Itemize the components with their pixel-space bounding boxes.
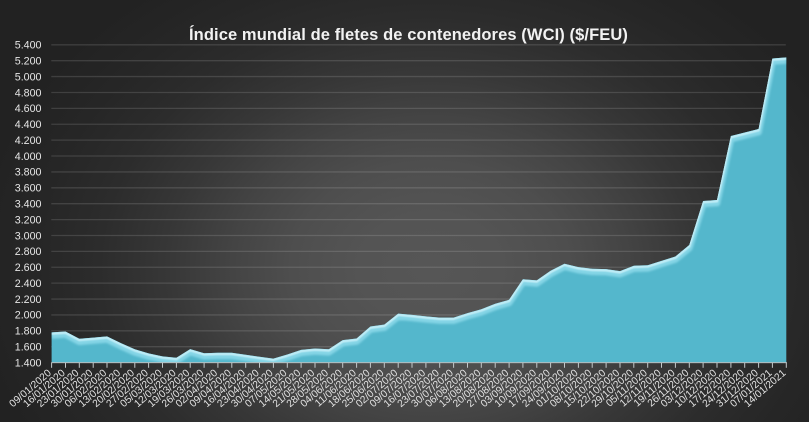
- svg-text:3.200: 3.200: [15, 214, 42, 226]
- svg-text:3.600: 3.600: [15, 183, 42, 195]
- svg-text:5.400: 5.400: [15, 40, 42, 52]
- svg-text:5.000: 5.000: [15, 71, 42, 83]
- svg-text:Índice mundial de fletes de co: Índice mundial de fletes de contenedores…: [189, 25, 628, 44]
- svg-text:5.200: 5.200: [15, 56, 42, 68]
- svg-text:4.800: 4.800: [15, 87, 42, 99]
- svg-text:3.400: 3.400: [15, 199, 42, 211]
- svg-text:4.600: 4.600: [15, 103, 42, 115]
- svg-text:1.800: 1.800: [15, 326, 42, 338]
- svg-text:1.600: 1.600: [15, 342, 42, 354]
- svg-text:3.000: 3.000: [15, 230, 42, 242]
- svg-text:4.000: 4.000: [15, 151, 42, 163]
- svg-text:2.400: 2.400: [15, 278, 42, 290]
- svg-text:1.400: 1.400: [15, 357, 42, 369]
- svg-text:4.200: 4.200: [15, 135, 42, 147]
- svg-text:2.800: 2.800: [15, 246, 42, 258]
- svg-text:2.600: 2.600: [15, 262, 42, 274]
- svg-text:3.800: 3.800: [15, 167, 42, 179]
- svg-text:2.000: 2.000: [15, 310, 42, 322]
- svg-text:4.400: 4.400: [15, 119, 42, 131]
- svg-text:2.200: 2.200: [15, 294, 42, 306]
